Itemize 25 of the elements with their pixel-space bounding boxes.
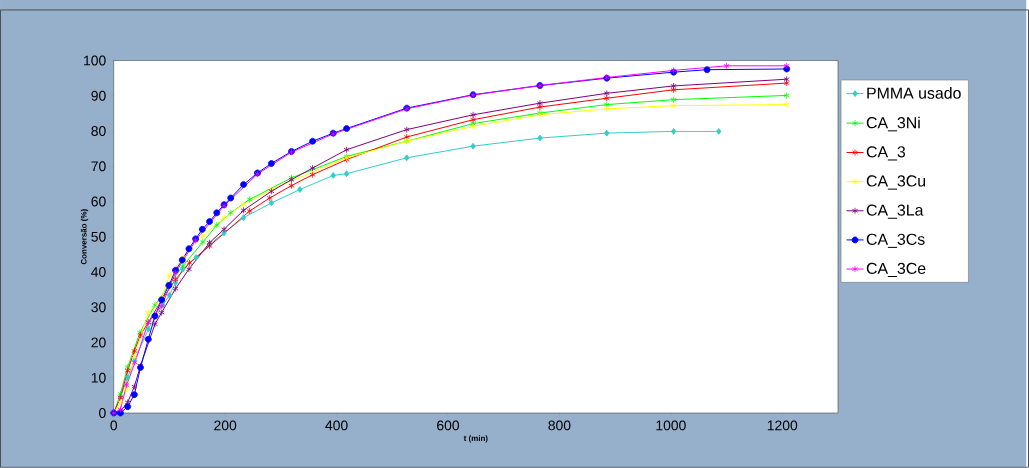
y-tick-label: 40 [91,267,106,278]
legend-label: CA_3Cu [866,175,926,190]
y-tick-label: 60 [91,196,106,207]
legend-label: CA_3Ni [866,116,920,132]
x-tick-label: 800 [548,420,571,431]
legend-label: CA_3 [866,146,906,161]
y-tick-label: 10 [91,372,106,383]
legend-label: CA_3Ce [866,262,926,278]
x-tick-label: 400 [325,420,348,431]
x-tick-label: 600 [437,420,460,431]
legend-label: CA_3La [866,204,924,219]
x-tick-label: 1000 [656,420,686,431]
legend-label: CA_3Cs [866,233,925,248]
y-tick-label: 20 [91,337,106,348]
x-tick-label: 0 [110,420,118,431]
y-tick-label: 80 [91,126,106,137]
y-tick-label: 0 [99,408,106,418]
x-tick-label: 200 [214,420,237,431]
y-tick-label: 90 [91,90,106,101]
legend-label: PMMA usado [867,87,961,99]
y-tick-label: 30 [91,302,106,313]
x-tick-label: 1200 [767,420,798,431]
y-tick-label: 70 [91,161,106,172]
y-tick-label: 50 [91,231,106,242]
y-tick-label: 100 [84,55,106,66]
